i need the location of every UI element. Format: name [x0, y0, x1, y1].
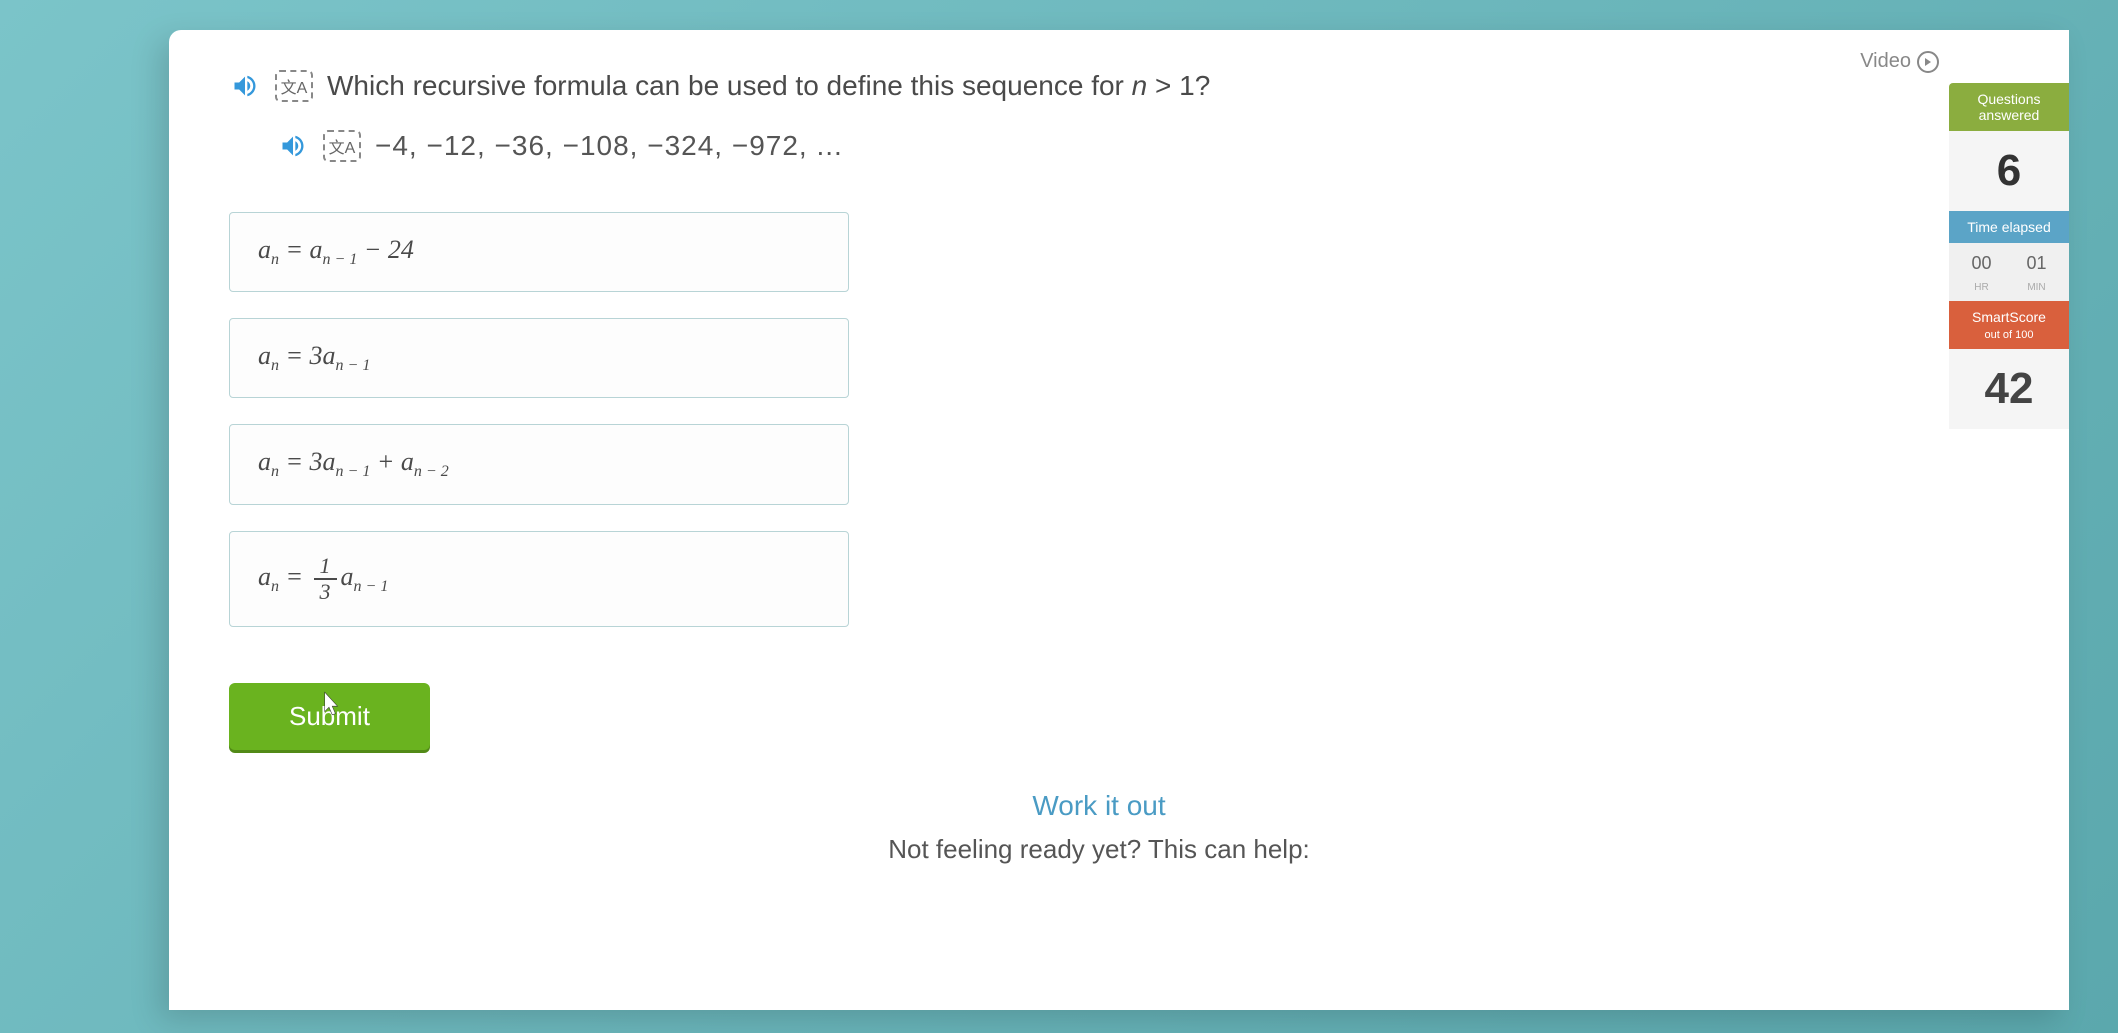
time-elapsed-header: Time elapsed	[1949, 211, 2069, 243]
time-grid: 00 01 HR MIN	[1949, 243, 2069, 301]
sequence-row: 文A −4, −12, −36, −108, −324, −972, ...	[277, 130, 1969, 162]
play-circle-icon	[1917, 51, 1939, 73]
smartscore-value-panel: 42	[1949, 349, 2069, 429]
video-label: Video	[1860, 50, 1911, 73]
smartscore-sublabel: out of 100	[1985, 329, 2034, 341]
content-area: 文A Which recursive formula can be used t…	[229, 70, 2009, 970]
smartscore-header: SmartScore out of 100	[1949, 301, 2069, 349]
option-2[interactable]: an = 3an − 1	[229, 318, 849, 398]
question-row: 文A Which recursive formula can be used t…	[229, 70, 1969, 102]
questions-count: 6	[1997, 146, 2021, 195]
option-3[interactable]: an = 3an − 1 + an − 2	[229, 424, 849, 504]
sidebar: Video Questions answered 6 Time elapsed …	[1929, 50, 2069, 429]
speaker-icon-sequence[interactable]	[277, 130, 309, 162]
option-1-formula: an = an − 1 − 24	[258, 235, 414, 264]
smartscore-label: SmartScore	[1972, 309, 2046, 325]
question-text: Which recursive formula can be used to d…	[327, 70, 1210, 102]
cursor-icon	[316, 691, 342, 728]
option-4-formula: an = 13an − 1	[258, 562, 388, 591]
option-2-formula: an = 3an − 1	[258, 341, 370, 370]
bottom-help: Work it out Not feeling ready yet? This …	[229, 790, 1969, 865]
time-minutes: 01	[2010, 249, 2063, 278]
video-link[interactable]: Video	[1860, 50, 1939, 73]
speaker-icon[interactable]	[229, 70, 261, 102]
time-hours: 00	[1955, 249, 2008, 278]
sequence-text: −4, −12, −36, −108, −324, −972, ...	[375, 130, 843, 162]
questions-answered-header: Questions answered	[1949, 83, 2069, 131]
not-ready-text: Not feeling ready yet? This can help:	[229, 834, 1969, 865]
time-min-label: MIN	[2010, 280, 2063, 295]
translate-glyph: 文A	[329, 134, 356, 158]
smartscore-value: 42	[1985, 364, 2034, 413]
submit-button[interactable]: Submit	[229, 683, 430, 750]
questions-answered-value: 6	[1949, 131, 2069, 211]
option-4[interactable]: an = 13an − 1	[229, 531, 849, 627]
translate-icon[interactable]: 文A	[275, 70, 313, 102]
translate-glyph: 文A	[281, 74, 308, 98]
time-hr-label: HR	[1955, 280, 2008, 295]
main-container: 文A Which recursive formula can be used t…	[169, 30, 2069, 1010]
translate-icon-sequence[interactable]: 文A	[323, 130, 361, 162]
option-1[interactable]: an = an − 1 − 24	[229, 212, 849, 292]
work-it-out-link[interactable]: Work it out	[229, 790, 1969, 822]
option-3-formula: an = 3an − 1 + an − 2	[258, 447, 449, 476]
